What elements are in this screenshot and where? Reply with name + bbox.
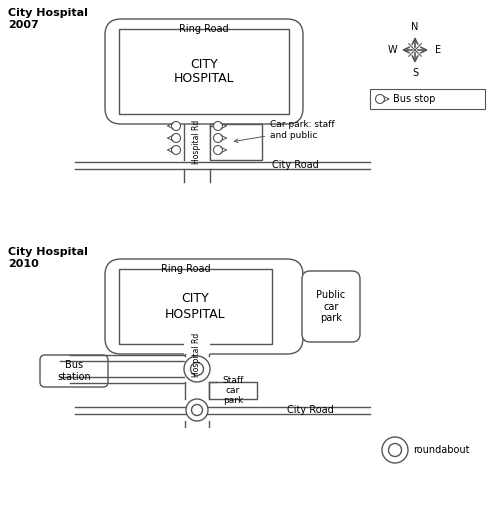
Circle shape: [213, 134, 222, 142]
Text: City Hospital
2007: City Hospital 2007: [8, 8, 88, 30]
Bar: [209, 382, 257, 399]
Text: CITY
HOSPITAL: CITY HOSPITAL: [165, 292, 226, 321]
FancyBboxPatch shape: [105, 19, 303, 124]
Text: CITY
HOSPITAL: CITY HOSPITAL: [174, 57, 234, 86]
Bar: [370, 89, 485, 109]
Circle shape: [172, 121, 181, 131]
Circle shape: [376, 95, 384, 103]
Circle shape: [184, 356, 210, 382]
FancyBboxPatch shape: [105, 259, 303, 354]
Text: Ring Road: Ring Road: [179, 24, 229, 34]
Bar: [119, 269, 272, 344]
Text: Hospital Rd: Hospital Rd: [193, 333, 202, 377]
Text: Car park: staff
and public: Car park: staff and public: [234, 120, 334, 142]
Text: E: E: [435, 45, 441, 55]
FancyBboxPatch shape: [302, 271, 360, 342]
Text: Staff
car
park: Staff car park: [222, 376, 243, 406]
Bar: [119, 29, 289, 114]
Circle shape: [213, 145, 222, 155]
Circle shape: [172, 134, 181, 142]
Text: roundabout: roundabout: [413, 445, 469, 455]
Bar: [210, 124, 262, 160]
FancyBboxPatch shape: [40, 355, 108, 387]
Circle shape: [192, 404, 203, 416]
Circle shape: [172, 145, 181, 155]
Text: City Hospital
2010: City Hospital 2010: [8, 247, 88, 269]
Text: S: S: [412, 68, 418, 78]
Text: Public
car
park: Public car park: [316, 290, 346, 323]
FancyBboxPatch shape: [184, 340, 210, 356]
Text: Bus stop: Bus stop: [393, 94, 436, 104]
Circle shape: [388, 443, 401, 457]
Circle shape: [213, 121, 222, 131]
Circle shape: [186, 399, 208, 421]
Text: City Road: City Road: [272, 160, 318, 170]
Circle shape: [191, 362, 204, 375]
Circle shape: [382, 437, 408, 463]
Text: City Road: City Road: [287, 405, 333, 415]
Text: Bus
station: Bus station: [57, 360, 91, 382]
Text: Ring Road: Ring Road: [161, 264, 211, 274]
Text: N: N: [411, 22, 418, 32]
Text: Hospital Rd: Hospital Rd: [193, 120, 202, 164]
Text: W: W: [387, 45, 397, 55]
